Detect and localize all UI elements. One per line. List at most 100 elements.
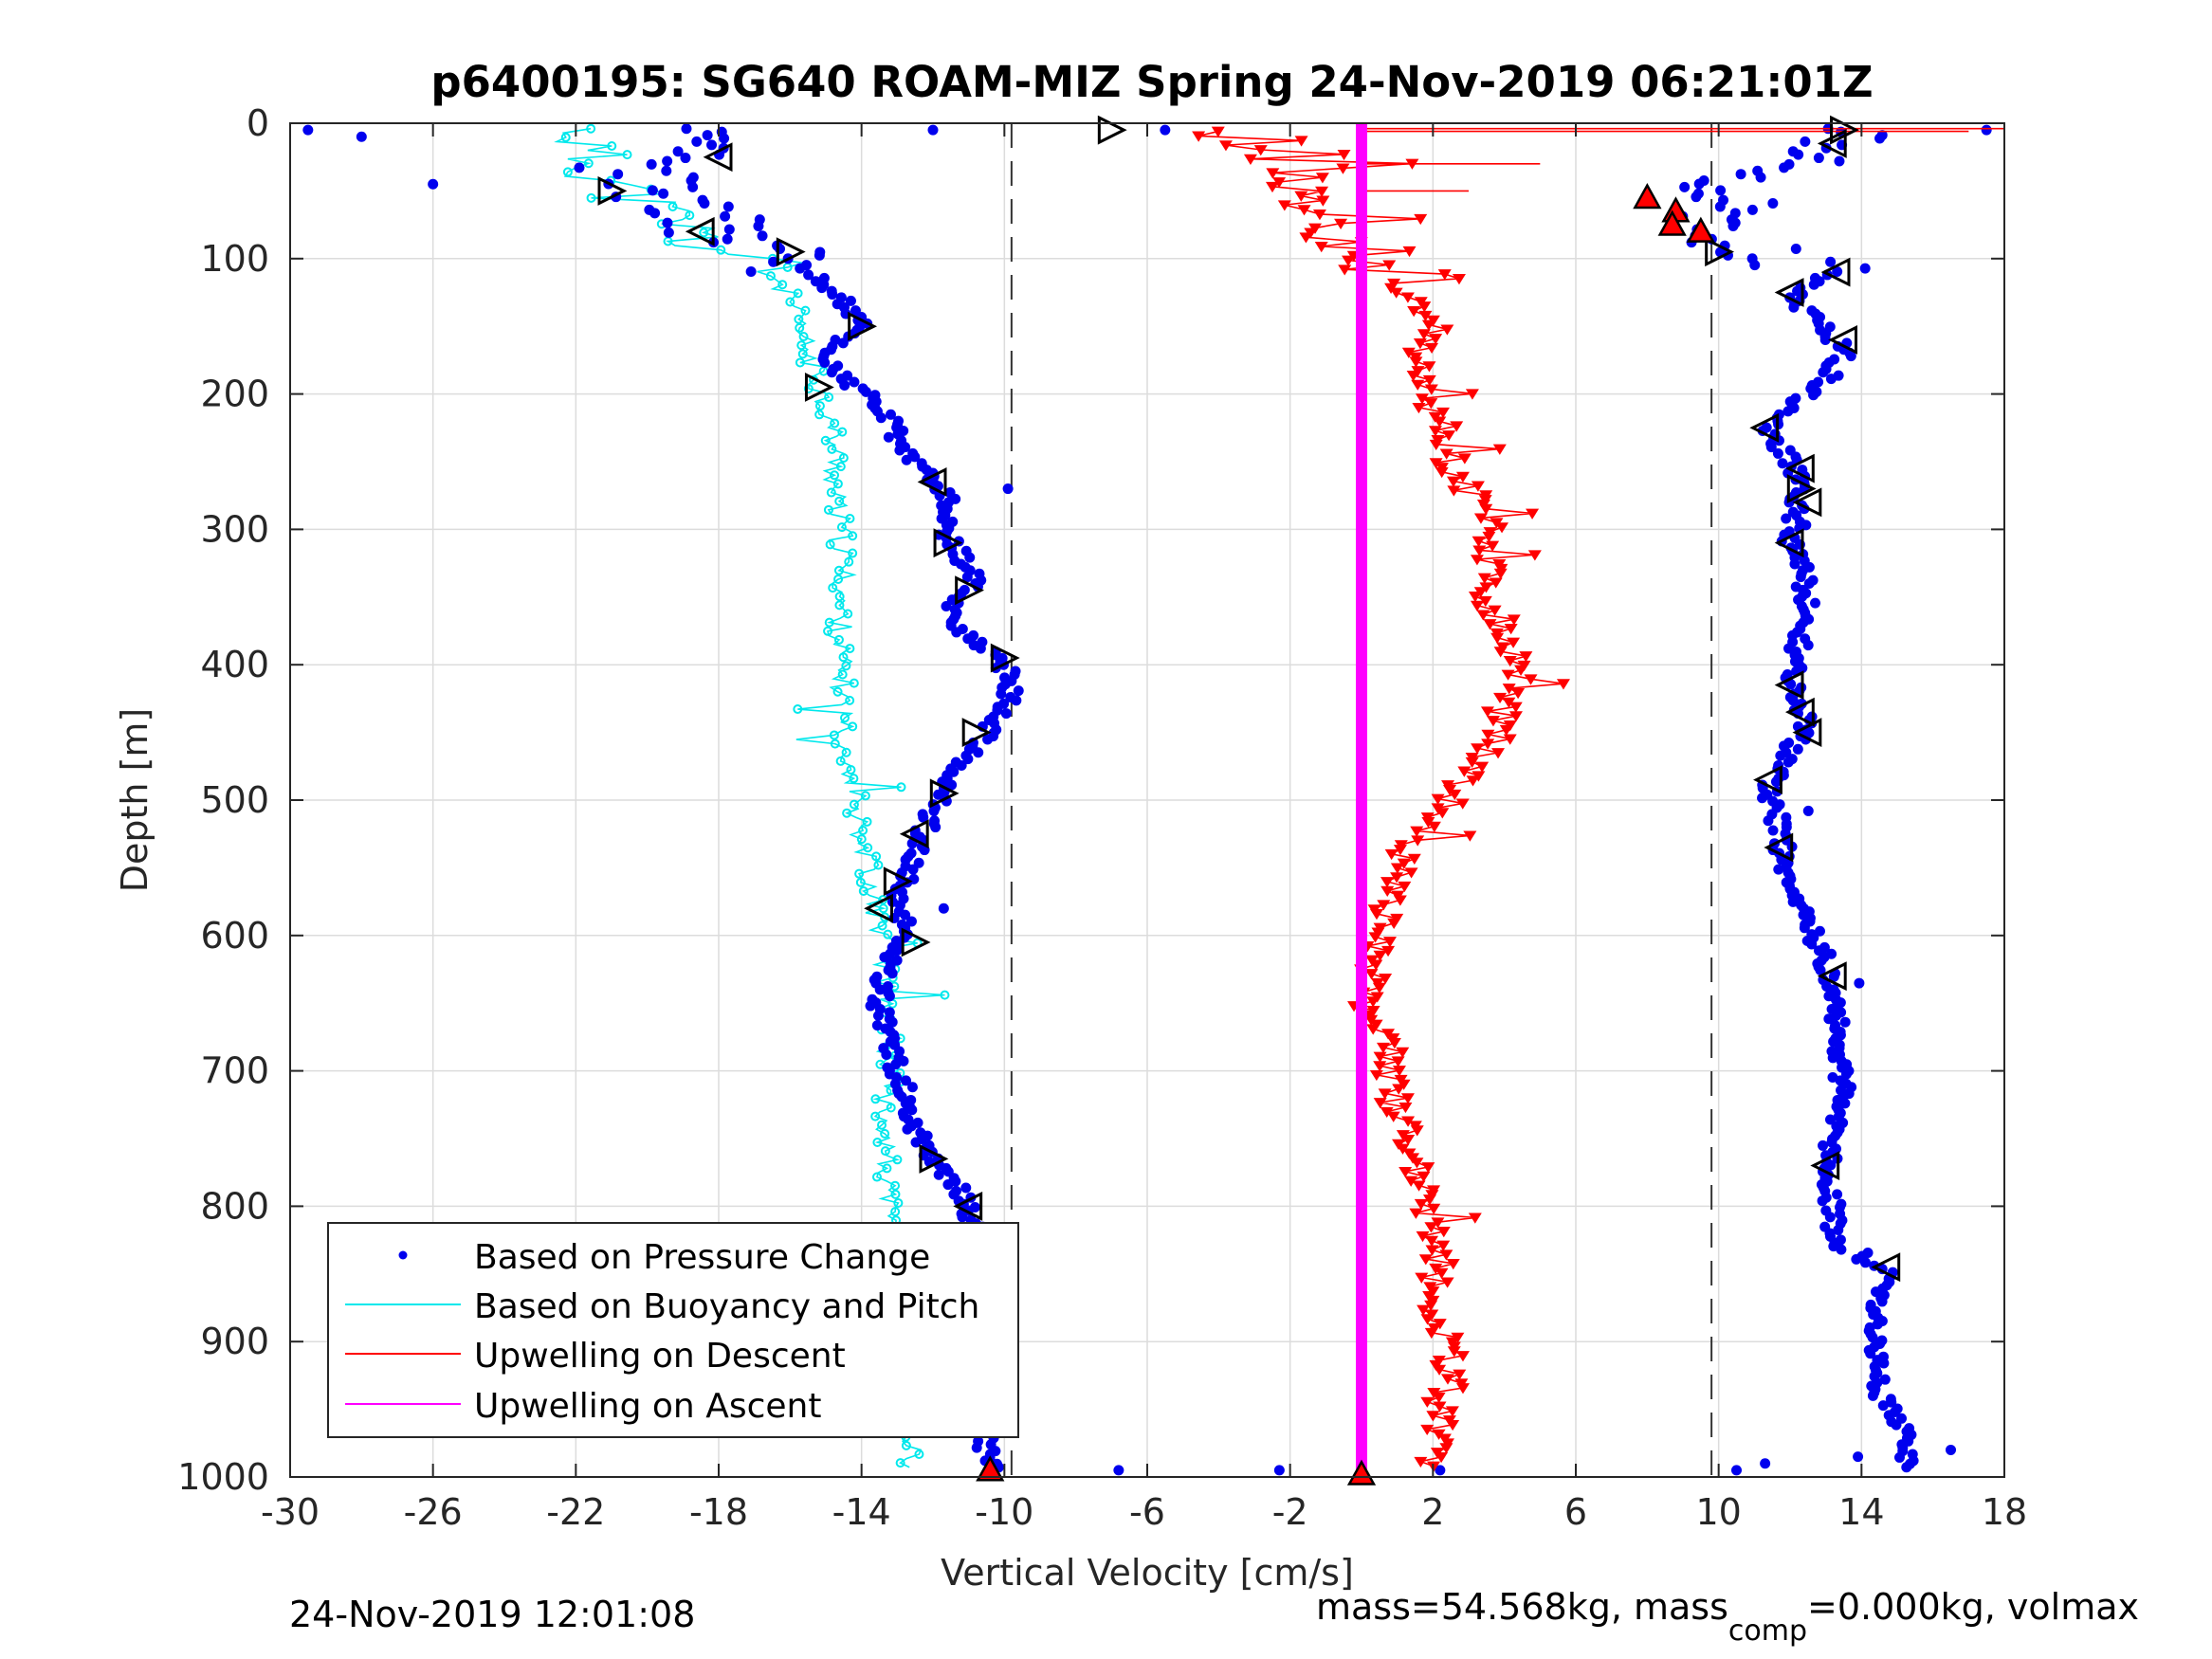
descent-marker <box>1429 334 1443 345</box>
descent-marker <box>1390 872 1404 884</box>
descent-marker <box>1483 619 1497 630</box>
descent-marker <box>1435 808 1450 819</box>
x-tick-label: 2 <box>1421 1491 1444 1533</box>
pressure-point <box>887 1016 898 1028</box>
descent-marker <box>1377 900 1391 911</box>
pressure-point <box>1891 1419 1902 1431</box>
pressure-point <box>1886 1396 1897 1408</box>
descent-marker <box>1397 858 1411 869</box>
pressure-point <box>661 165 672 176</box>
descent-marker <box>1312 210 1326 221</box>
pressure-outlier <box>1113 1465 1124 1476</box>
pressure-point <box>1779 162 1790 173</box>
descent-marker <box>1486 716 1500 727</box>
pressure-point <box>1851 1253 1862 1265</box>
descent-marker <box>1373 950 1387 961</box>
pressure-point <box>757 230 768 242</box>
buoyancy-point <box>777 280 788 290</box>
pressure-point <box>1715 185 1727 196</box>
series-pressure <box>302 123 1992 1476</box>
descent-marker <box>1294 191 1308 202</box>
buoyancy-point <box>794 314 804 324</box>
descent-marker <box>1489 577 1503 589</box>
descent-marker <box>1503 734 1517 745</box>
descent-marker <box>1396 1047 1410 1058</box>
pressure-point <box>723 224 735 235</box>
left-triangle-marker <box>1784 453 1815 483</box>
descent-marker <box>1504 624 1518 635</box>
buoyancy-point <box>830 738 840 749</box>
pressure-point <box>1799 922 1810 934</box>
descent-marker <box>1218 140 1233 152</box>
buoyancy-point <box>583 158 594 169</box>
pressure-point <box>906 1082 918 1093</box>
descent-marker <box>1382 937 1397 948</box>
pressure-point <box>745 266 757 278</box>
pressure-point <box>982 734 994 745</box>
y-tick-label: 400 <box>200 644 269 685</box>
pressure-point <box>1787 896 1799 907</box>
pressure-point <box>849 376 860 388</box>
descent-marker <box>1437 269 1452 281</box>
descent-marker <box>1478 595 1492 608</box>
descent-marker <box>1463 830 1477 842</box>
descent-marker <box>1425 342 1439 355</box>
descent-marker <box>1417 329 1431 340</box>
descent-marker <box>1475 761 1490 773</box>
pressure-point <box>928 805 940 816</box>
descent-marker <box>1368 932 1382 943</box>
pressure-outlier <box>1435 1465 1446 1476</box>
descent-marker <box>1406 370 1420 382</box>
descent-marker <box>1439 448 1453 460</box>
pressure-point <box>883 431 894 443</box>
descent-marker <box>1431 793 1445 805</box>
descent-marker <box>1440 324 1454 336</box>
buoyancy-point <box>814 410 825 420</box>
descent-marker <box>1481 729 1495 740</box>
right-triangle-marker <box>919 1143 949 1174</box>
descent-marker <box>1465 389 1479 400</box>
pressure-point <box>871 1020 883 1031</box>
descent-marker <box>1400 292 1415 303</box>
legend-item-pressure: Based on Pressure Change <box>398 1238 930 1277</box>
descent-marker <box>1415 393 1429 405</box>
pressure-point <box>957 1212 968 1223</box>
descent-marker <box>1470 600 1484 611</box>
footer-mass-subscript: comp <box>1728 1614 1807 1648</box>
buoyancy-point <box>841 661 851 671</box>
descent-marker <box>1379 974 1393 985</box>
pressure-point <box>962 754 974 765</box>
pressure-point <box>1802 805 1814 816</box>
descent-marker <box>1253 145 1268 156</box>
descent-marker <box>1424 384 1438 395</box>
buoyancy-point <box>890 1189 901 1199</box>
descent-marker <box>1433 416 1447 428</box>
up-triangle-marker <box>1686 216 1715 243</box>
left-triangle-marker <box>1792 718 1822 748</box>
descent-marker <box>1404 867 1418 879</box>
y-tick-label: 600 <box>200 915 269 957</box>
descent-marker <box>1508 711 1523 722</box>
buoyancy-point <box>854 868 865 879</box>
right-triangle-marker <box>961 718 992 748</box>
pressure-point <box>1859 1257 1871 1268</box>
descent-marker <box>1468 592 1482 603</box>
legend-label-buoyancy: Based on Buoyancy and Pitch <box>474 1287 979 1326</box>
descent-marker <box>1502 684 1516 695</box>
descent-marker <box>1417 1171 1431 1182</box>
pressure-outlier <box>1760 1458 1771 1469</box>
pressure-point <box>753 221 764 232</box>
descent-marker <box>1481 738 1495 750</box>
buoyancy-point <box>830 470 840 481</box>
pressure-point <box>814 249 825 261</box>
pressure-point <box>1782 406 1794 417</box>
pressure-point <box>1714 201 1726 212</box>
pressure-point <box>649 208 661 219</box>
descent-marker <box>1514 665 1528 676</box>
descent-marker <box>1471 481 1485 492</box>
pressure-point <box>1823 1013 1835 1025</box>
descent-marker <box>1407 853 1421 865</box>
descent-marker <box>1380 877 1394 888</box>
descent-marker <box>1502 697 1516 708</box>
